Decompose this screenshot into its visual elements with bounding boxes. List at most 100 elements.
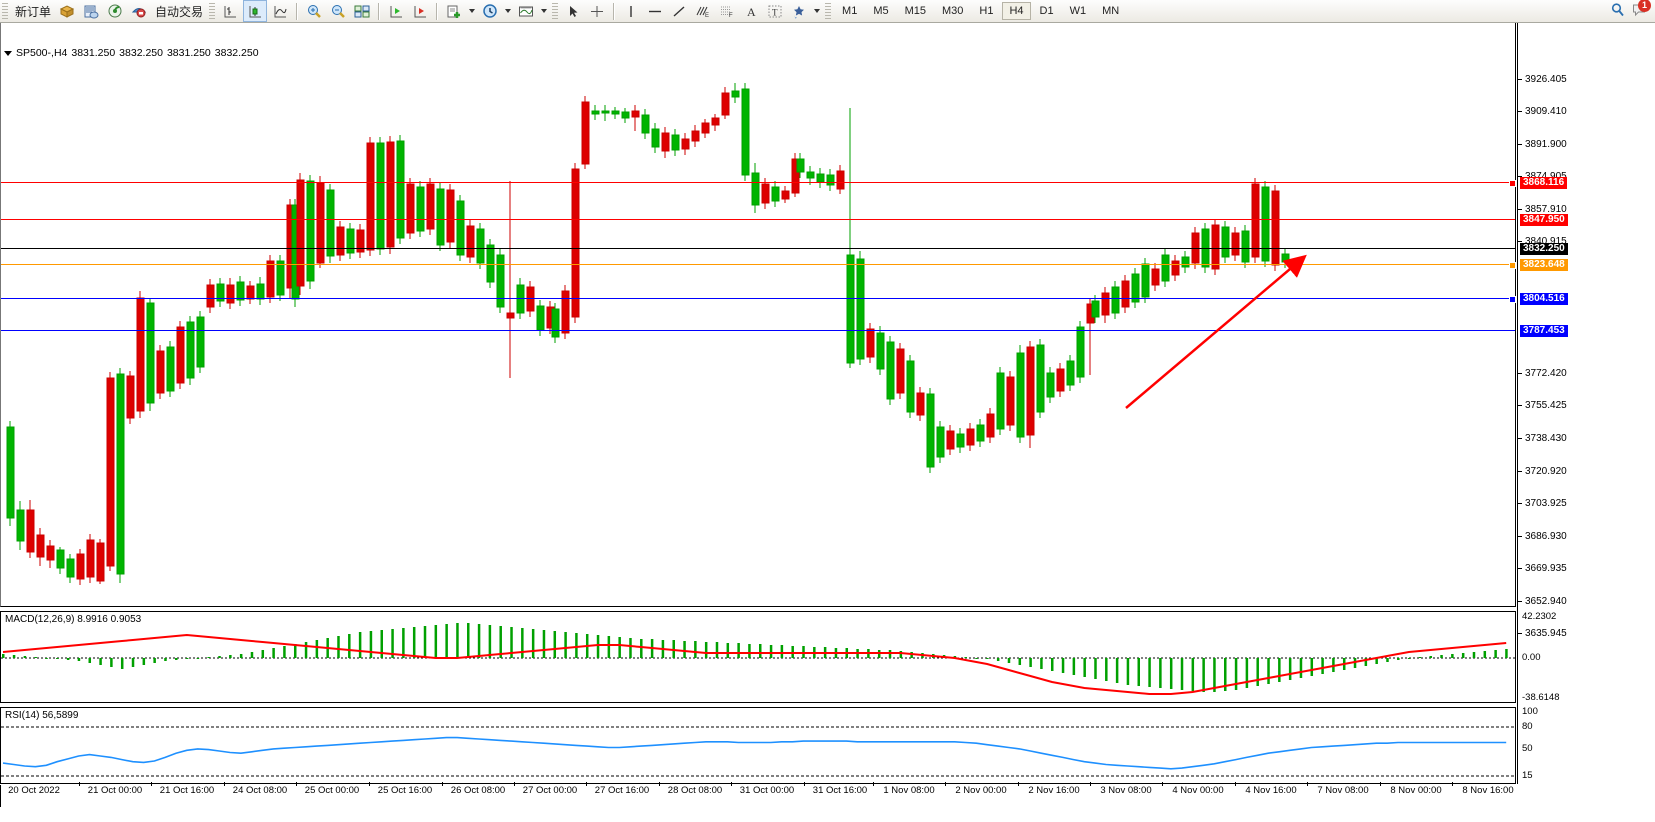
macd-bar [1407,658,1411,659]
timeframe-h4[interactable]: H4 [1002,2,1031,20]
auto-scroll-icon[interactable] [409,1,431,21]
toolbar-grip-4[interactable] [825,3,832,19]
zoom-in-icon[interactable] [303,1,325,21]
price-label-resistance-2[interactable]: 3868.116 [1520,177,1568,189]
candle [581,96,590,169]
time-tick-label: 27 Oct 00:00 [522,785,578,796]
candle [741,83,750,181]
time-tick-label: 8 Nov 00:00 [1390,785,1442,796]
candle [731,83,740,103]
price-tick: 3755.425 [1518,400,1567,411]
level-line-resistance-2[interactable] [1,182,1515,183]
timeframe-mn[interactable]: MN [1102,5,1120,17]
line-chart-icon[interactable] [269,1,291,21]
svg-text:T: T [772,7,778,17]
timeframe-w1[interactable]: W1 [1069,5,1087,17]
new-order-icon[interactable] [56,1,78,21]
level-line-support-1[interactable] [1,298,1515,299]
toolbar-separator-4 [613,2,616,20]
level-line-support-2[interactable] [1,330,1515,331]
level-handle-pivot[interactable] [1509,262,1516,269]
collapse-triangle-icon[interactable] [4,50,12,56]
level-handle-support-1[interactable] [1509,296,1516,303]
macd-bar [726,643,730,658]
templates-icon[interactable] [515,1,537,21]
macd-bar [629,638,632,658]
candle [336,221,345,261]
chart-shift-icon[interactable] [385,1,407,21]
chevron-down-icon-2[interactable] [505,9,512,13]
timeframe-m30[interactable]: M30 [942,5,964,17]
svg-text:E: E [705,13,709,19]
price-label-pivot[interactable]: 3823.648 [1520,259,1568,271]
level-handle-resistance-2[interactable] [1509,180,1516,187]
timeframe-h1[interactable]: H1 [979,5,994,17]
price-label-support-2[interactable]: 3787.453 [1520,325,1568,337]
bar-chart-icon[interactable] [219,1,241,21]
price-label-resistance-1[interactable]: 3847.950 [1520,214,1568,226]
macd-bar [477,624,481,658]
market-icon[interactable] [128,1,150,21]
toolbar-grip-3[interactable] [552,3,559,19]
zoom-out-icon[interactable] [327,1,349,21]
shapes-icon[interactable] [788,1,810,21]
candle [1221,221,1230,263]
new-order-button[interactable]: 新订单 [15,4,52,19]
crosshair-icon[interactable] [586,1,608,21]
time-tick-label: 4 Nov 16:00 [1245,785,1297,796]
periods-icon[interactable] [479,1,501,21]
trendline-icon[interactable] [668,1,690,21]
macd-bar [553,631,557,658]
chat-icon[interactable]: 1 [1632,0,1651,21]
candle [126,371,135,424]
horizontal-line-icon[interactable] [644,1,666,21]
time-tick-label: 24 Oct 08:00 [232,785,288,796]
rsi-tick-label: 15 [1522,770,1533,781]
candle [456,195,465,261]
time-tick-label: 2 Nov 16:00 [1028,785,1080,796]
timeframe-d1[interactable]: D1 [1039,5,1054,17]
macd-pane[interactable]: MACD(12,26,9) 8.9916 0.9053 [0,611,1516,703]
time-separator [873,782,874,786]
price-tick-label: 3857.910 [1525,204,1567,215]
macd-bar [1105,658,1108,681]
auto-trading-button[interactable]: 自动交易 [155,4,204,19]
macd-tick-label: -38.6148 [1522,692,1560,703]
level-line-pivot[interactable] [1,264,1515,265]
candle [966,423,975,451]
toolbar-grip[interactable] [2,3,8,19]
cursor-icon[interactable] [562,1,584,21]
chevron-down-icon[interactable] [469,9,476,13]
candle [406,178,415,239]
toolbar-grip-2[interactable] [209,3,216,19]
search-icon[interactable] [1610,2,1626,21]
text-label-icon[interactable]: T [764,1,786,21]
time-axis[interactable]: 20 Oct 2022 21 Oct 00:00 21 Oct 16:00 24 Oc… [0,782,1516,807]
price-axis[interactable]: 3926.405 3909.410 3891.900 3874.905 3857.910… [1517,23,1655,784]
time-separator [151,782,152,786]
rsi-pane[interactable]: RSI(14) 56,5899 [0,707,1516,784]
price-tick: 3669.935 [1518,563,1567,574]
chevron-down-icon-4[interactable] [814,9,821,13]
candlestick-chart-icon[interactable] [243,0,268,22]
candle [356,224,365,258]
level-line-resistance-1[interactable] [1,219,1515,220]
elliott-wave-icon[interactable]: E [692,1,714,21]
timeframe-m15[interactable]: M15 [904,5,926,17]
indicators-icon[interactable] [443,1,465,21]
price-label-current-price[interactable]: 3832.250 [1520,243,1568,255]
vertical-line-icon[interactable] [620,1,642,21]
candle [761,178,770,209]
price-label-support-1[interactable]: 3804.516 [1520,293,1568,305]
macd-bar [715,642,719,658]
text-icon[interactable]: A [740,1,762,21]
chevron-down-icon-3[interactable] [541,9,548,13]
timeframe-m1[interactable]: M1 [842,5,858,17]
price-pane[interactable] [0,23,1516,607]
level-line-current-price[interactable] [1,248,1515,249]
signals-icon[interactable] [104,1,126,21]
terminal-icon[interactable] [80,1,102,21]
fibonacci-icon[interactable]: F [716,1,738,21]
timeframe-m5[interactable]: M5 [873,5,889,17]
tile-windows-icon[interactable] [351,1,373,21]
